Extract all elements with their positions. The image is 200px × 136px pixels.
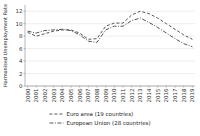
grid-line <box>25 48 195 49</box>
grid-line <box>25 36 195 37</box>
y-tick <box>24 11 26 12</box>
y-tick <box>24 48 26 49</box>
x-tick-label: 2003 <box>51 88 57 102</box>
x-tick <box>105 86 106 88</box>
x-axis <box>25 86 195 87</box>
grid-line <box>25 86 195 87</box>
y-tick-label: 10 <box>16 21 23 27</box>
series-line <box>28 11 193 39</box>
chart: 0246810122000200120022003200420052006200… <box>0 0 200 136</box>
y-axis-label: Harmonised Unemployment Rate <box>2 4 9 87</box>
y-tick <box>24 61 26 62</box>
series-line <box>28 18 193 47</box>
legend-label: Euro area (19 countries) <box>66 111 133 117</box>
x-tick <box>166 86 167 88</box>
x-tick-label: 2018 <box>181 88 187 102</box>
x-tick <box>192 86 193 88</box>
x-tick-label: 2016 <box>163 88 169 102</box>
y-tick <box>24 36 26 37</box>
x-tick-label: 2011 <box>120 89 126 103</box>
grid-line <box>25 73 195 74</box>
x-tick <box>53 86 54 88</box>
y-tick-label: 12 <box>16 8 23 14</box>
legend-swatch <box>49 114 63 115</box>
x-tick <box>123 86 124 88</box>
x-tick <box>96 86 97 88</box>
x-tick <box>88 86 89 88</box>
x-tick <box>79 86 80 88</box>
legend-item: European Union (28 countries) <box>49 120 150 127</box>
x-tick-label: 2005 <box>68 88 74 102</box>
x-tick-label: 2001 <box>33 89 39 103</box>
y-tick <box>24 23 26 24</box>
x-tick <box>175 86 176 88</box>
legend: Euro area (19 countries) European Union (… <box>49 111 150 127</box>
x-tick-label: 2012 <box>129 89 135 103</box>
plot-area <box>28 11 193 47</box>
y-tick-label: 6 <box>19 46 23 52</box>
x-tick-label: 2004 <box>59 88 65 102</box>
x-tick <box>183 86 184 88</box>
grid-line <box>25 23 195 24</box>
x-tick <box>70 86 71 88</box>
x-tick-label: 2008 <box>94 88 100 102</box>
x-tick-label: 2007 <box>85 88 91 102</box>
y-tick-label: 4 <box>19 58 23 64</box>
x-tick-label: 2000 <box>25 88 31 102</box>
x-tick <box>44 86 45 88</box>
x-tick-label: 2006 <box>77 88 83 102</box>
x-tick-label: 2014 <box>146 88 152 102</box>
x-tick <box>149 86 150 88</box>
legend-swatch <box>49 123 63 124</box>
y-tick-label: 8 <box>19 33 23 39</box>
grid-line <box>25 11 195 12</box>
x-tick <box>131 86 132 88</box>
x-tick-label: 2010 <box>111 88 117 102</box>
y-tick-label: 2 <box>19 71 23 77</box>
x-tick <box>27 86 28 88</box>
legend-item: Euro area (19 countries) <box>49 111 133 117</box>
legend-label: European Union (28 countries) <box>66 120 150 127</box>
y-tick <box>24 86 26 87</box>
x-tick <box>140 86 141 88</box>
x-tick <box>62 86 63 88</box>
x-tick-label: 2002 <box>42 89 48 103</box>
y-tick-label: 0 <box>19 83 23 89</box>
x-tick-label: 2013 <box>137 88 143 102</box>
y-axis <box>25 5 26 86</box>
x-tick-label: 2019 <box>189 88 195 102</box>
x-tick-label: 2015 <box>155 88 161 102</box>
grid-line <box>25 61 195 62</box>
x-tick-label: 2017 <box>172 88 178 102</box>
x-tick-label: 2009 <box>103 88 109 102</box>
x-tick <box>157 86 158 88</box>
x-tick <box>114 86 115 88</box>
y-tick <box>24 73 26 74</box>
grid <box>25 11 195 86</box>
x-tick <box>36 86 37 88</box>
